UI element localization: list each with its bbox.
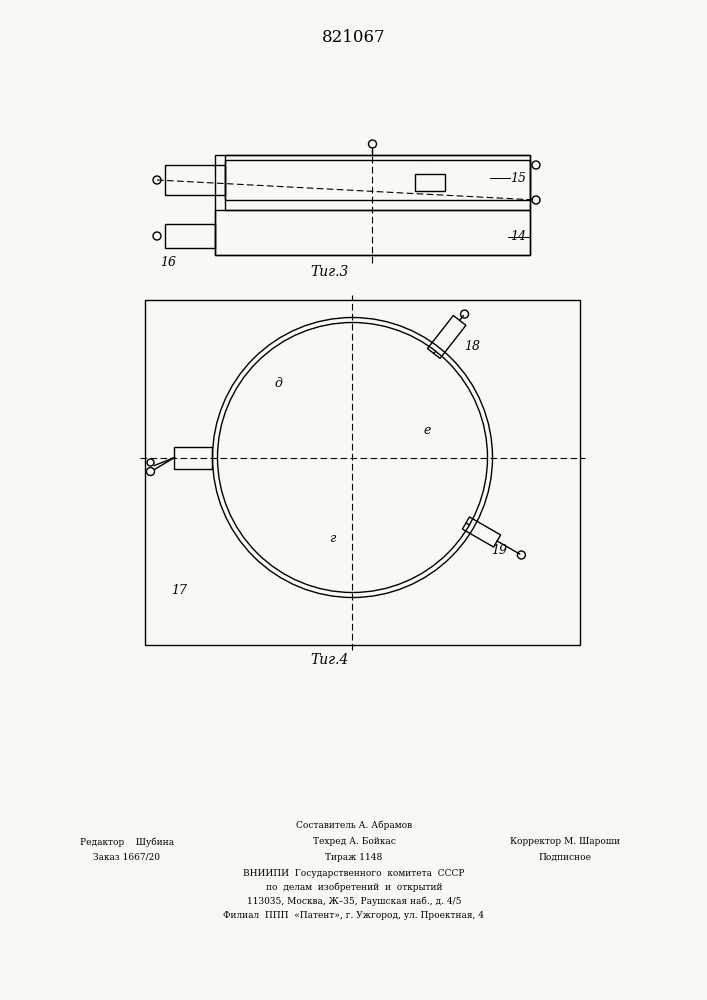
Text: Техред А. Бойкас: Техред А. Бойкас — [312, 838, 395, 846]
Text: Составитель А. Абрамов: Составитель А. Абрамов — [296, 820, 412, 830]
Bar — [165, 224, 215, 248]
Text: е: е — [423, 424, 431, 437]
Text: Редактор    Шубина: Редактор Шубина — [80, 837, 174, 847]
Text: 17: 17 — [172, 584, 187, 596]
Text: Τиг.4: Τиг.4 — [311, 653, 349, 667]
Text: г: г — [329, 532, 335, 545]
Bar — [175, 446, 213, 468]
Text: Тираж 1148: Тираж 1148 — [325, 852, 382, 861]
Text: 113035, Москва, Ж–35, Раушская наб., д. 4/5: 113035, Москва, Ж–35, Раушская наб., д. … — [247, 896, 461, 906]
Text: 16: 16 — [160, 255, 176, 268]
Text: Τиг.3: Τиг.3 — [311, 265, 349, 279]
Text: Филиал  ППП  «Патент», г. Ужгород, ул. Проектная, 4: Филиал ППП «Патент», г. Ужгород, ул. Про… — [223, 910, 484, 920]
Bar — [225, 160, 530, 200]
Bar — [215, 155, 530, 255]
Text: 15: 15 — [510, 172, 526, 184]
Text: Корректор М. Шароши: Корректор М. Шароши — [510, 838, 620, 846]
Bar — [225, 155, 530, 210]
Text: д: д — [274, 377, 282, 390]
Text: 19: 19 — [491, 544, 508, 556]
Text: по  делам  изобретений  и  открытий: по делам изобретений и открытий — [266, 882, 443, 892]
Text: 18: 18 — [464, 340, 480, 353]
Bar — [165, 165, 225, 195]
Text: Заказ 1667/20: Заказ 1667/20 — [93, 852, 160, 861]
Text: Подписное: Подписное — [539, 852, 592, 861]
Bar — [415, 174, 445, 191]
Text: 821067: 821067 — [322, 28, 386, 45]
Text: 14: 14 — [510, 231, 526, 243]
Bar — [145, 300, 580, 645]
Bar — [215, 210, 530, 255]
Text: ВНИИПИ  Государственного  комитета  СССР: ВНИИПИ Государственного комитета СССР — [243, 868, 464, 878]
